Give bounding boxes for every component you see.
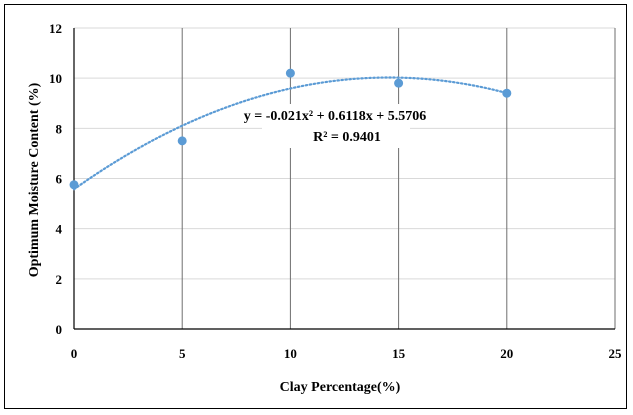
data-point (177, 136, 187, 146)
y-tick-label: 8 (56, 121, 63, 136)
y-axis-label: Optimum Moisture Content (%) (27, 82, 42, 277)
x-tick-label: 0 (71, 346, 78, 361)
trend-layer (72, 76, 508, 191)
data-point (69, 180, 79, 190)
data-point (502, 88, 512, 98)
y-tick-label: 4 (56, 222, 63, 237)
x-tick-label: 25 (609, 346, 623, 361)
y-tick-label: 6 (56, 172, 63, 187)
equation-background (262, 104, 410, 148)
trendline-path (72, 76, 508, 191)
grid-layer (74, 27, 616, 329)
y-tick-label: 0 (56, 322, 63, 337)
trendline-equation: y = -0.021x² + 0.6118x + 5.5706 (244, 109, 427, 124)
equation-box (262, 104, 410, 148)
y-tick-label: 12 (49, 21, 62, 36)
data-point (285, 68, 295, 78)
x-tick-label: 10 (284, 346, 297, 361)
chart-frame (4, 4, 627, 409)
x-axis-label: Clay Percentage(%) (280, 380, 401, 395)
x-tick-label: 15 (392, 346, 406, 361)
trendline-r-squared: R² = 0.9401 (313, 130, 381, 145)
point-layer (69, 68, 512, 190)
tick-layer: 0 5 10 15 20 25 0 2 4 6 8 10 12 (49, 21, 622, 361)
data-point (394, 78, 404, 88)
x-tick-label: 5 (179, 346, 186, 361)
y-tick-label: 10 (49, 71, 62, 86)
x-tick-label: 20 (500, 346, 513, 361)
axis-layer (73, 28, 615, 330)
y-tick-label: 2 (56, 272, 63, 287)
